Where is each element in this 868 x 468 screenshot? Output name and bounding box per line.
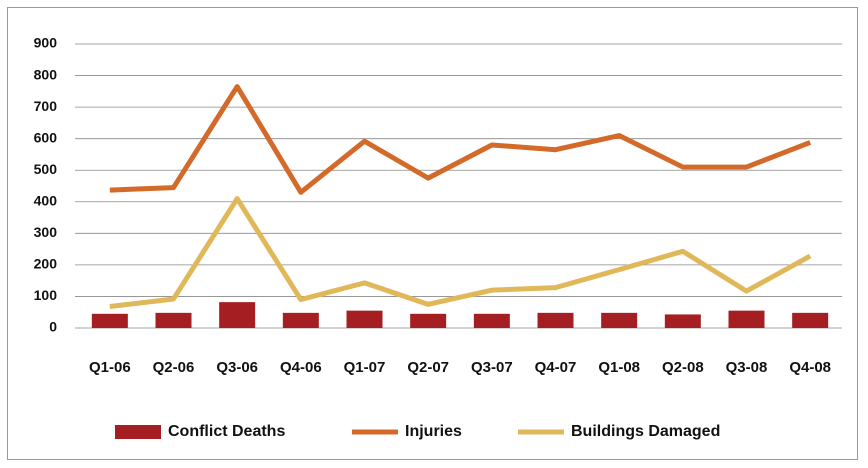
x-tick-label: Q3-06 [216,359,258,376]
legend-label: Conflict Deaths [168,423,285,440]
x-tick-label: Q3-08 [726,359,768,376]
bar [219,302,256,328]
legend-swatch [115,425,161,439]
bar [282,312,319,328]
bar [792,312,829,328]
line [109,196,812,310]
bar [473,313,510,328]
x-tick-label: Q2-08 [662,359,704,376]
y-tick-label: 0 [49,319,57,335]
y-tick-label: 800 [34,66,58,82]
x-tick-label: Q2-07 [407,359,449,376]
legend-label: Buildings Damaged [571,423,720,440]
bar [537,312,574,328]
bar [91,313,128,328]
bar [664,314,701,328]
bar [346,310,383,328]
bar [410,313,447,328]
bar [601,312,638,328]
legend-label: Injuries [405,423,462,440]
x-tick-label: Q2-06 [153,359,195,376]
y-tick-label: 600 [34,129,58,145]
x-tick-label: Q3-07 [471,359,513,376]
x-tick-label: Q1-06 [89,359,131,376]
x-tick-label: Q1-07 [344,359,386,376]
y-tick-label: 300 [34,224,58,240]
line [109,84,812,195]
y-tick-label: 500 [34,161,58,177]
y-tick-label: 400 [34,192,58,208]
y-tick-label: 100 [34,287,58,303]
y-tick-label: 700 [34,98,58,114]
y-tick-label: 200 [34,256,58,272]
bar [728,310,765,328]
x-tick-label: Q1-08 [598,359,640,376]
y-tick-label: 900 [34,35,58,51]
bar [155,312,192,328]
x-tick-label: Q4-06 [280,359,322,376]
x-tick-label: Q4-08 [789,359,831,376]
x-tick-label: Q4-07 [535,359,577,376]
